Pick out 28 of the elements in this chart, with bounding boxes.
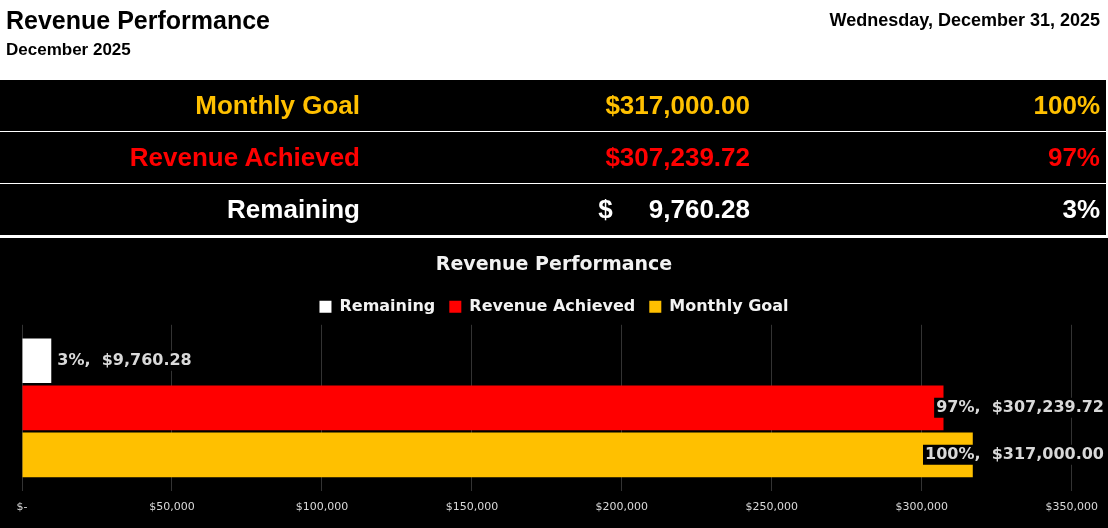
x-tick-label: $200,000	[595, 500, 649, 514]
x-tick-label: $150,000	[445, 500, 499, 514]
text: December 2025	[6, 40, 131, 60]
text: Revenue Performance	[6, 6, 271, 35]
text: $ 9,760.28	[597, 194, 750, 225]
data-label: 100%, $317,000.00	[925, 443, 1104, 463]
text: $317,000.00	[604, 90, 750, 121]
x-tick-label: $-	[16, 500, 28, 514]
text: Monthly Goal	[194, 90, 360, 121]
legend-label: Monthly Goal	[669, 295, 789, 315]
data-label: 97%, $307,239.72	[936, 396, 1105, 416]
text: Wednesday, December 31, 2025	[829, 10, 1100, 31]
text: 100%	[1032, 90, 1101, 121]
x-tick-label: $50,000	[149, 500, 195, 514]
text: Revenue Achieved	[128, 142, 360, 173]
text: $307,239.72	[604, 142, 750, 173]
x-tick-label: $250,000	[745, 500, 799, 514]
text: 3%	[1061, 194, 1101, 225]
legend-label: Revenue Achieved	[469, 295, 636, 315]
chart-title: Revenue Performance	[435, 252, 673, 275]
data-label: 3%, $9,760.28	[57, 349, 192, 369]
text: 97%	[1046, 142, 1101, 173]
x-tick-label: $300,000	[895, 500, 949, 514]
x-tick-label: $350,000	[1045, 500, 1099, 514]
legend-label: Remaining	[339, 295, 436, 315]
x-tick-label: $100,000	[295, 500, 349, 514]
bar	[22, 338, 52, 384]
text: Remaining	[226, 194, 360, 225]
